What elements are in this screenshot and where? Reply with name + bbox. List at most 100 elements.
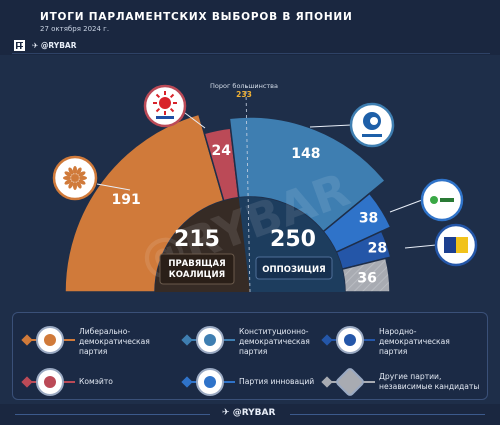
legend-logo-dot	[44, 334, 56, 346]
komeito-ray	[169, 93, 175, 99]
header: ИТОГИ ПАРЛАМЕНТСКИХ ВЫБОРОВ В ЯПОНИИ 27 …	[0, 0, 500, 55]
seat-labels: 191 24 148 38 28 36	[112, 143, 388, 287]
cdp-text-bar	[362, 134, 382, 137]
ishin-mark	[430, 196, 438, 204]
ruling-box	[159, 253, 235, 285]
chrysanthemum-petal	[78, 179, 86, 185]
majority-label: Порог большинства	[210, 82, 278, 90]
legend-item-6: Другие партии, независимые кандидаты	[321, 365, 479, 401]
legend-logo-dot	[344, 334, 356, 346]
legend-label-line: партия	[379, 347, 408, 356]
legend-label-line: партия	[79, 347, 108, 356]
seat-label-1: 191	[112, 192, 141, 208]
logo-leader-2	[184, 112, 206, 129]
legend-item-2: Конституционно-демократическая партия	[181, 323, 338, 359]
legend-label-line: Народно-	[379, 327, 417, 336]
ruling-total: 215	[174, 227, 220, 252]
footer-handle[interactable]: ✈ @RYBAR	[222, 408, 276, 418]
footer-divider-left	[15, 414, 210, 415]
legend-label-line: Комэйто	[79, 377, 113, 386]
opposition-label: ОППОЗИЦИЯ	[262, 265, 325, 275]
komeito-sun	[159, 97, 171, 109]
legend-item-4: Комэйто	[21, 365, 178, 401]
chrysanthemum-center	[71, 174, 79, 182]
chrysanthemum-petal	[76, 181, 82, 189]
handle-row: ✈ @RYBAR	[12, 40, 490, 54]
date-label: 27 октября 2024 г.	[40, 25, 110, 33]
legend-marker	[21, 376, 33, 388]
chrysanthemum-petal	[73, 182, 77, 190]
legend-label-line: Конституционно-	[239, 327, 309, 336]
majority-value: 233	[236, 90, 252, 99]
legend-item-5: Партия инноваций	[181, 365, 338, 401]
dpfp-logo-icon	[336, 326, 364, 354]
footer: ✈ @RYBAR	[0, 404, 500, 425]
chrysanthemum-petal	[78, 171, 86, 177]
party-logos	[52, 84, 478, 267]
chrysanthemum-petal	[76, 167, 82, 175]
seat-label-6: 36	[357, 271, 376, 287]
top-handle[interactable]: ✈ @RYBAR	[32, 41, 77, 50]
qr-code-icon[interactable]	[14, 40, 25, 51]
footer-handle-text[interactable]: @RYBAR	[232, 408, 276, 418]
komeito-ray	[169, 107, 175, 113]
legend-label-line: демократическая	[379, 337, 450, 346]
legend-label: Конституционно-демократическая партия	[239, 327, 379, 357]
seat-segments	[64, 113, 392, 293]
legend-marker	[181, 376, 193, 388]
logo-leader-1	[96, 183, 131, 191]
legend-label: Комэйто	[79, 377, 219, 387]
opposition-total: 250	[270, 227, 316, 252]
legend-label: Партия инноваций	[239, 377, 379, 387]
legend-label: Другие партии, независимые кандидаты	[379, 372, 500, 392]
cdp-mark-inner	[370, 117, 378, 125]
seat-label-5: 28	[368, 240, 387, 256]
chrysanthemum-icon	[36, 326, 64, 354]
legend-label: Либерально-демократическая партия	[79, 327, 219, 357]
top-handle-text[interactable]: @RYBAR	[40, 41, 77, 50]
legend-label-line: независимые кандидаты	[379, 382, 480, 391]
seat-label-2: 24	[212, 143, 232, 159]
komeito-text-bar	[156, 116, 174, 119]
logo-leader-3	[309, 124, 352, 128]
chrysanthemum-petal	[68, 167, 74, 175]
chrysanthemum-petal	[64, 171, 72, 177]
legend: Либерально-демократическая партия Конститу…	[12, 312, 488, 400]
legend-item-1: Либерально-демократическая партия	[21, 323, 178, 359]
chrysanthemum-petal	[73, 166, 77, 174]
chrysanthemum-petal	[64, 179, 72, 185]
seat-label-3: 148	[291, 146, 320, 162]
logo-leader-5	[404, 244, 437, 249]
legend-label-line: демократическая	[79, 337, 150, 346]
legend-label: Народно-демократическая партия	[379, 327, 500, 357]
legend-label-line: Либерально-	[79, 327, 131, 336]
legend-label-line: Партия инноваций	[239, 377, 315, 386]
ruling-label-1: ПРАВЯЩАЯ	[168, 259, 225, 269]
chrysanthemum-petal	[79, 176, 87, 180]
chrysanthemum-petal	[63, 176, 71, 180]
komeito-ray	[155, 93, 161, 99]
komeito-ray	[155, 107, 161, 113]
ishin-logo-icon	[196, 368, 224, 396]
legend-marker	[21, 334, 33, 346]
majority-line	[245, 82, 251, 293]
cdp-logo-icon	[196, 326, 224, 354]
legend-label-line: партия	[239, 347, 268, 356]
others-icon	[334, 366, 366, 398]
legend-marker	[321, 334, 333, 346]
legend-logo-dot	[204, 334, 216, 346]
opposition-box	[255, 256, 333, 280]
komeito-logo-icon	[36, 368, 64, 396]
ruling-label-2: КОАЛИЦИЯ	[169, 270, 225, 280]
legend-marker	[181, 334, 193, 346]
dpfp-mark-left	[444, 237, 456, 253]
legend-logo-dot	[44, 376, 56, 388]
legend-label-line: Другие партии,	[379, 372, 442, 381]
legend-item-3: Народно-демократическая партия	[321, 323, 478, 359]
logo-leader-4	[389, 199, 423, 213]
legend-label-line: демократическая	[239, 337, 310, 346]
legend-logo-dot	[204, 376, 216, 388]
